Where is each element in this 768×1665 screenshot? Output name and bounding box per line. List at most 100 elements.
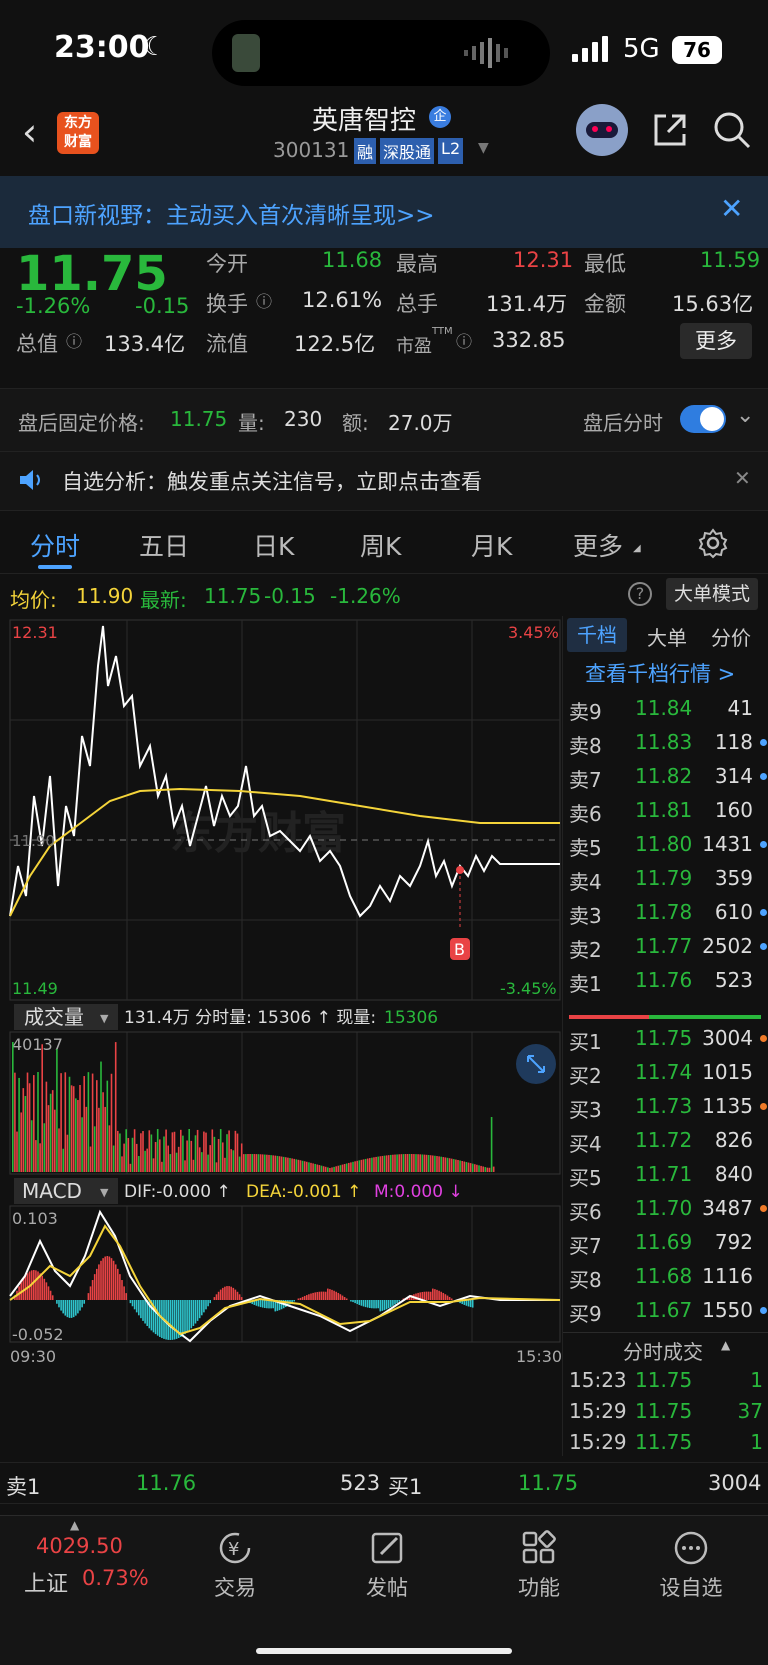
bid-row[interactable]: 买5 11.71 840 xyxy=(563,1158,768,1192)
ask-row[interactable]: 卖9 11.84 41 xyxy=(563,692,768,726)
big-order-mode-button[interactable]: 大单模式 xyxy=(666,578,758,610)
tab-intraday[interactable]: 分时 xyxy=(30,532,81,561)
volume-bar xyxy=(243,1154,245,1172)
view-depth-link[interactable]: 查看千档行情 > xyxy=(585,662,736,686)
help-icon[interactable]: ? xyxy=(628,582,652,606)
back-icon[interactable]: ‹ xyxy=(22,110,38,154)
bid-row[interactable]: 买6 11.70 3487 xyxy=(563,1192,768,1226)
after-hours-toggle[interactable] xyxy=(680,405,726,433)
more-button[interactable]: 更多 xyxy=(680,323,752,359)
macd-bar xyxy=(440,1291,442,1300)
chevron-down-icon[interactable]: ▼ xyxy=(478,140,489,156)
bid-row[interactable]: 买4 11.72 826 xyxy=(563,1124,768,1158)
volume-bar xyxy=(81,1117,83,1172)
macd-bar xyxy=(270,1300,272,1309)
volume-bar xyxy=(121,1156,123,1172)
book-tab-big-orders[interactable]: 大单 xyxy=(647,626,687,650)
volume-bar xyxy=(356,1160,358,1172)
change-value: -0.15 xyxy=(264,584,316,608)
volume-bar xyxy=(96,1080,98,1172)
ask-row[interactable]: 卖6 11.81 160 xyxy=(563,794,768,828)
ask-row[interactable]: 卖7 11.82 314 xyxy=(563,760,768,794)
tab-monthly-k[interactable]: 月K xyxy=(471,532,513,561)
stock-name: 英唐智控 xyxy=(312,106,417,136)
tab-weekly-k[interactable]: 周K xyxy=(360,532,402,561)
tab-five-day[interactable]: 五日 xyxy=(139,532,190,561)
volume-bar xyxy=(358,1160,361,1172)
index-name[interactable]: 上证 xyxy=(24,1572,69,1597)
chevron-up-icon[interactable]: ▲ xyxy=(721,1338,731,1352)
volume-bar xyxy=(102,1092,104,1172)
index-value[interactable]: 4029.50 xyxy=(36,1534,123,1558)
chevron-up-icon[interactable]: ▲ xyxy=(70,1518,80,1532)
bid-row[interactable]: 买7 11.69 792 xyxy=(563,1226,768,1260)
ask-volume: 118 xyxy=(714,730,753,754)
volume-bar xyxy=(62,1148,64,1172)
robot-avatar-icon[interactable] xyxy=(576,104,628,156)
ask-row[interactable]: 卖2 11.77 2502 xyxy=(563,930,768,964)
bid-row[interactable]: 买1 11.75 3004 xyxy=(563,1022,768,1056)
ask-row[interactable]: 卖1 11.76 523 xyxy=(563,964,768,998)
info-icon[interactable]: ⓘ xyxy=(66,332,83,351)
search-icon[interactable] xyxy=(712,110,752,150)
macd-bar xyxy=(236,1291,239,1300)
after-hours-toggle-label: 盘后分时 xyxy=(583,411,663,435)
stock-code: 300131 xyxy=(273,138,350,162)
close-icon[interactable]: ✕ xyxy=(720,192,744,225)
ask-price: 11.81 xyxy=(635,798,693,822)
bid-row[interactable]: 买3 11.73 1135 xyxy=(563,1090,768,1124)
nav-add-watchlist[interactable]: 设自选 xyxy=(636,1530,746,1602)
intraday-chart[interactable]: 东方财富 B 12.31 11.49 11.90 3.45% -3.45% 成交… xyxy=(0,616,562,1456)
bid-price: 11.71 xyxy=(635,1162,693,1186)
share-icon[interactable] xyxy=(652,112,688,148)
volume-bar xyxy=(303,1161,306,1172)
macd-bar xyxy=(392,1300,394,1306)
bottom-nav: ▲ 4029.50 上证 0.73% ¥ 交易 发帖 功能 设自选 xyxy=(0,1515,768,1665)
volume-bar xyxy=(471,1163,474,1172)
nav-functions[interactable]: 功能 xyxy=(484,1530,594,1602)
macd-bar xyxy=(150,1300,153,1331)
info-icon[interactable]: ⓘ xyxy=(256,292,273,311)
macd-bar xyxy=(343,1297,346,1300)
volume-bar xyxy=(217,1139,220,1172)
ask-row[interactable]: 卖4 11.79 359 xyxy=(563,862,768,896)
bid-row[interactable]: 买2 11.74 1015 xyxy=(563,1056,768,1090)
volume-bar xyxy=(289,1158,291,1172)
ask-row[interactable]: 卖3 11.78 610 xyxy=(563,896,768,930)
close-icon[interactable]: ✕ xyxy=(734,466,751,490)
ask-row[interactable]: 卖8 11.83 118 xyxy=(563,726,768,760)
macd-top-label: 0.103 xyxy=(12,1209,58,1228)
volume-bar xyxy=(280,1156,283,1172)
macd-bar xyxy=(303,1295,306,1300)
book-tab-price-dist[interactable]: 分价 xyxy=(711,626,751,650)
high-value: 12.31 xyxy=(513,248,574,272)
bid-row[interactable]: 买9 11.67 1550 xyxy=(563,1294,768,1328)
trade-p: 11.75 xyxy=(635,1430,693,1454)
app-logo[interactable]: 东方 财富 xyxy=(57,112,99,154)
gear-icon[interactable] xyxy=(697,527,729,559)
notice-text[interactable]: 自选分析：触发重点关注信号，立即点击查看 xyxy=(62,470,482,494)
tab-more[interactable]: 更多 xyxy=(573,532,624,561)
index-pct[interactable]: 0.73% xyxy=(82,1566,149,1590)
volume-bar xyxy=(232,1150,235,1172)
ask-row[interactable]: 卖5 11.80 1431 xyxy=(563,828,768,862)
volume-bar xyxy=(47,1105,50,1172)
promo-banner[interactable]: 盘口新视野：主动买入首次清晰呈现>> ✕ xyxy=(0,176,768,248)
macd-bar xyxy=(205,1300,207,1310)
chevron-down-icon[interactable]: ⌄ xyxy=(736,403,755,428)
trades-title[interactable]: 分时成交 xyxy=(623,1340,703,1364)
notice-bar[interactable]: 自选分析：触发重点关注信号，立即点击查看 ✕ xyxy=(0,452,768,510)
bid-volume: 1135 xyxy=(702,1094,753,1118)
bottom-bid-label: 买1 xyxy=(388,1475,423,1499)
tab-daily-k[interactable]: 日K xyxy=(253,532,295,561)
bid-row[interactable]: 买8 11.68 1116 xyxy=(563,1260,768,1294)
macd-bar xyxy=(22,1278,25,1300)
nav-post[interactable]: 发帖 xyxy=(332,1530,442,1602)
volume-bar xyxy=(274,1155,277,1172)
nav-trade[interactable]: ¥ 交易 xyxy=(180,1530,290,1602)
change-pct: -1.26% xyxy=(16,294,91,318)
banner-text[interactable]: 盘口新视野：主动买入首次清晰呈现>> xyxy=(28,203,435,229)
book-tab-depth[interactable]: 千档 xyxy=(567,618,627,652)
info-icon[interactable]: ⓘ xyxy=(456,332,473,351)
volume-bar xyxy=(22,1088,25,1172)
